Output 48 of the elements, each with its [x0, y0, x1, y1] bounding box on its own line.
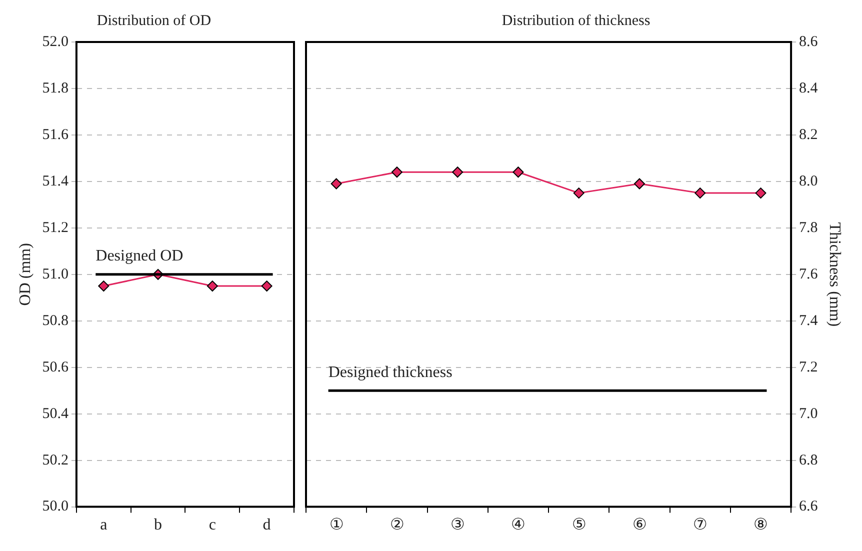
chart-title: Distribution of thickness — [502, 12, 650, 29]
y2-tick-label: 8.4 — [799, 80, 818, 96]
y2-tick-label: 8.0 — [799, 173, 818, 190]
point — [694, 188, 706, 199]
y-tick-label: 51.6 — [42, 126, 69, 143]
point — [634, 178, 645, 190]
x-tick-label: ① — [329, 516, 344, 534]
y2-tick-label: 7.2 — [799, 359, 818, 376]
y-tick-label: 52.0 — [42, 34, 68, 50]
x-tick-label: ⑥ — [632, 516, 646, 534]
point — [755, 188, 766, 199]
point — [330, 178, 342, 190]
y2-tick-label: 8.6 — [799, 34, 818, 50]
y2-tick-label: 7.8 — [799, 220, 818, 236]
x-tick-label: d — [262, 516, 271, 534]
y-axis-title: OD (mm) — [16, 243, 34, 306]
y2-tick-label: 6.6 — [799, 498, 818, 515]
y2-axis-title: Thickness (mm) — [826, 222, 844, 327]
x-tick-label: ⑧ — [754, 516, 768, 534]
ref-line-label: Designed thickness — [328, 364, 452, 381]
x-tick-label: ④ — [511, 516, 526, 534]
y-tick-label: 50.8 — [42, 312, 68, 329]
point — [452, 166, 464, 178]
y2-tick-label: 6.8 — [799, 452, 818, 468]
point — [512, 166, 524, 178]
ref-line-label: Designed OD — [96, 248, 184, 265]
y-tick-label: 50.6 — [42, 359, 69, 376]
y-tick-label: 51.4 — [42, 173, 69, 190]
x-tick-label: a — [100, 516, 108, 534]
y-tick-label: 50.2 — [42, 452, 68, 468]
x-tick-label: ③ — [450, 516, 465, 534]
x-tick-label: ⑤ — [572, 516, 586, 534]
chart-title: Distribution of OD — [96, 12, 212, 29]
y2-tick-label: 7.6 — [799, 266, 818, 282]
point — [573, 188, 584, 199]
y-tick-label: 51.2 — [42, 220, 68, 236]
x-tick-label: ⑦ — [693, 516, 708, 534]
y-tick-label: 51.8 — [42, 80, 68, 96]
y-tick-label: 50.4 — [42, 406, 69, 422]
y2-tick-label: 7.0 — [799, 406, 818, 422]
y2-tick-label: 8.2 — [799, 126, 818, 143]
x-tick-label: ② — [390, 516, 404, 534]
y-tick-label: 50.0 — [42, 498, 68, 515]
point — [391, 166, 402, 178]
x-tick-label: b — [154, 516, 162, 534]
y-tick-label: 51.0 — [42, 266, 68, 282]
x-tick-label: c — [208, 516, 216, 534]
y2-tick-label: 7.4 — [799, 312, 818, 329]
